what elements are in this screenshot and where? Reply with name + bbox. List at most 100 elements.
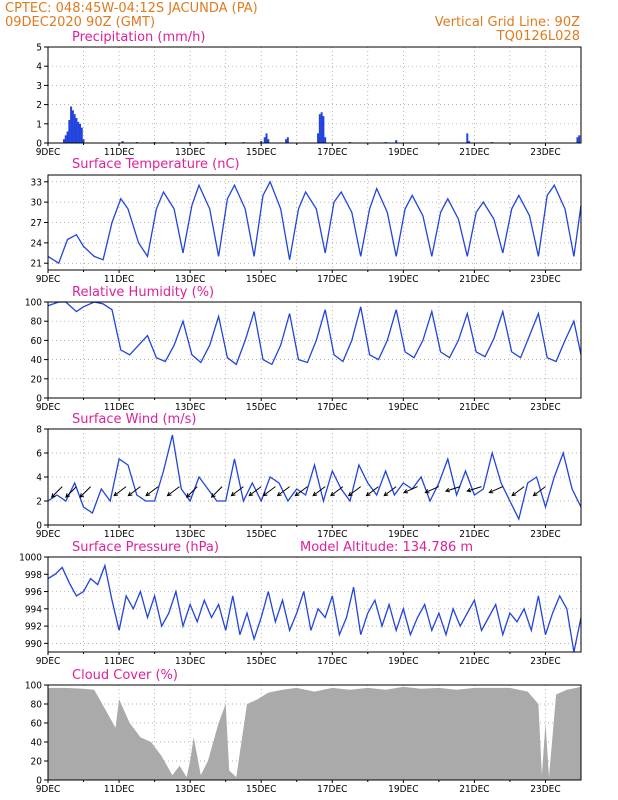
y-tick-label-precip: 3 [36, 81, 42, 92]
x-tick-label-precip: 15DEC [246, 147, 276, 158]
header-grid-line: Vertical Grid Line: 90Z [435, 15, 580, 30]
precip-bar [78, 123, 81, 143]
x-tick-label-rh: 11DEC [104, 402, 134, 413]
panel-title-humidity: Relative Humidity (%) [72, 285, 214, 300]
y-tick-label-temp: 27 [31, 218, 42, 229]
x-tick-label-precip: 11DEC [104, 147, 134, 158]
precip-bar [320, 112, 323, 143]
y-tick-label-rh: 60 [31, 336, 43, 347]
precip-bar [286, 137, 289, 143]
wind-arrow-head [532, 491, 538, 497]
wind-arrow [248, 486, 262, 497]
wind-arrow-head [113, 491, 119, 497]
wind-arrow [511, 486, 525, 497]
y-tick-label-wind: 8 [36, 425, 42, 436]
wind-arrow [263, 486, 276, 497]
x-tick-label-rh: 21DEC [459, 402, 489, 413]
header-date: 09DEC2020 90Z (GMT) [5, 15, 155, 30]
x-tick-label-temp: 23DEC [530, 274, 560, 285]
x-tick-label-temp: 15DEC [246, 274, 276, 285]
x-tick-label-wind: 9DEC [36, 529, 61, 540]
y-tick-label-rh: 0 [36, 394, 42, 405]
wind-arrow-head [365, 491, 371, 497]
panel-frame-wind [47, 428, 582, 526]
x-tick-label-wind: 15DEC [246, 529, 276, 540]
panel-title-pressure: Surface Pressure (hPa) [72, 540, 219, 555]
wind-arrow [167, 486, 180, 497]
precip-bar [71, 110, 74, 143]
wind-arrow-head [127, 491, 133, 497]
y-tick-label-pres: 1000 [19, 553, 42, 564]
wind-arrow [445, 486, 461, 492]
x-tick-label-rh: 15DEC [246, 402, 276, 413]
x-tick-label-cloud: 17DEC [317, 784, 347, 795]
x-tick-label-wind: 13DEC [175, 529, 205, 540]
y-tick-label-cloud: 20 [31, 757, 43, 768]
wind-arrow-head [50, 493, 56, 498]
x-tick-label-cloud: 23DEC [530, 784, 560, 795]
y-tick-label-pres: 994 [25, 604, 42, 615]
wind-arrow-head [403, 489, 409, 494]
y-tick-label-rh: 40 [31, 355, 43, 366]
wind-arrow-head [444, 487, 450, 493]
x-tick-label-temp: 13DEC [175, 274, 205, 285]
panel-title-precipitation: Precipitation (mm/h) [72, 30, 205, 45]
wind-arrow [295, 486, 308, 497]
precip-bar [576, 137, 579, 143]
wind-arrow-head [488, 489, 494, 494]
y-tick-label-temp: 24 [31, 238, 43, 249]
precip-bar [75, 118, 78, 143]
wind-arrow [211, 486, 223, 498]
wind-arrow [383, 486, 397, 497]
x-tick-label-pres: 19DEC [388, 656, 418, 667]
panel-pres: 990 992 994 996 998 1000 9DEC 11DEC 13DEC 15DEC 17… [19, 553, 582, 667]
x-tick-label-wind: 19DEC [388, 529, 418, 540]
wind-arrow [277, 486, 290, 497]
panel-frame-cloud [47, 684, 582, 781]
wind-arrow-head [511, 491, 517, 497]
x-tick-label-wind: 21DEC [459, 529, 489, 540]
precip-bar [324, 137, 327, 143]
panel-cloud: 0 20 40 60 80 100 9DEC 11DEC 13DEC 15DEC 17DEC 19DE… [25, 681, 582, 795]
y-tick-label-pres: 996 [25, 587, 42, 598]
y-tick-label-cloud: 100 [25, 681, 42, 692]
precip-bar [77, 121, 80, 143]
rh-series-line [47, 301, 582, 366]
precip-bar [267, 139, 270, 143]
precip-bar [285, 139, 288, 143]
precip-bar [322, 116, 325, 143]
y-tick-label-precip: 0 [36, 139, 42, 150]
wind-arrow [366, 486, 379, 497]
precip-bar [468, 141, 471, 143]
x-tick-label-precip: 9DEC [36, 147, 61, 158]
x-tick-label-precip: 23DEC [530, 147, 560, 158]
wind-series-line [47, 434, 582, 521]
wind-arrow [65, 486, 77, 498]
y-tick-label-pres: 998 [25, 570, 42, 581]
x-tick-label-cloud: 19DEC [388, 784, 418, 795]
x-tick-label-wind: 11DEC [104, 529, 134, 540]
wind-arrow [79, 486, 91, 498]
header-model-code: TQ0126L028 [496, 29, 580, 44]
wind-arrow [330, 486, 344, 497]
wind-arrow-head [383, 491, 389, 497]
panel-title-temperature: Surface Temperature (nC) [72, 157, 240, 172]
wind-arrow [51, 486, 63, 498]
precip-bar [265, 133, 268, 143]
wind-arrow-head [347, 491, 353, 497]
model-altitude: Model Altitude: 134.786 m [300, 540, 473, 555]
panel-title-cloud-cover: Cloud Cover (%) [72, 668, 178, 683]
wind-arrow-head [424, 489, 430, 494]
x-tick-label-pres: 21DEC [459, 656, 489, 667]
wind-arrow-head [294, 491, 300, 497]
x-tick-label-temp: 19DEC [388, 274, 418, 285]
wind-arrow-head [79, 493, 85, 498]
header-station: CPTEC: 048:45W-04:12S JACUNDA (PA) [5, 1, 258, 16]
wind-arrow-head [330, 491, 335, 497]
wind-arrow-head [312, 491, 318, 497]
y-tick-label-cloud: 0 [36, 776, 42, 787]
y-tick-label-precip: 1 [36, 119, 42, 130]
precip-bar [318, 114, 321, 143]
wind-arrow [348, 486, 361, 497]
